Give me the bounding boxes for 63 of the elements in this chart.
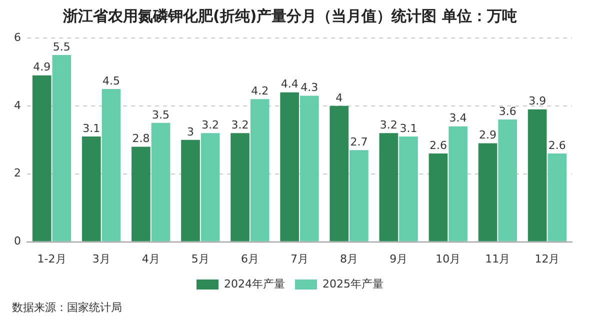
bar [102,88,121,242]
data-label: 4 [336,91,343,104]
bar [330,106,349,242]
y-tick-label: 4 [14,98,21,112]
y-tick-label: 0 [14,234,21,248]
data-label: 2.7 [350,135,368,148]
x-tick-label: 11月 [485,252,510,266]
legend-label: 2024年产量 [224,277,286,290]
bar [448,126,468,242]
bar [181,140,200,242]
data-label: 3.2 [202,118,220,132]
data-label: 3.4 [449,112,467,125]
data-label: 5.5 [52,40,70,54]
bar [478,143,498,242]
bar [379,133,398,242]
x-tick-label: 6月 [240,252,259,266]
x-tick-label: 9月 [390,252,408,266]
data-label: 2.9 [479,128,497,142]
data-label: 4.9 [33,60,51,74]
x-tick-label: 4月 [142,252,160,266]
data-label: 3.1 [400,122,418,135]
bar [250,99,270,242]
chart-title: 浙江省农用氮磷钾化肥(折纯)产量分月（当月值）统计图 单位：万吨 [62,6,517,25]
data-label: 4.4 [280,78,298,91]
data-label: 2.8 [132,132,150,146]
bar [498,120,518,242]
x-tick-label: 5月 [191,252,210,266]
bar [548,153,567,242]
bar [200,133,220,242]
bar [528,109,547,242]
data-label: 3.6 [498,104,516,118]
bar [428,153,448,242]
y-tick-label: 6 [14,30,21,44]
bar [300,96,319,242]
bar [52,54,72,242]
data-label: 4.3 [300,81,318,94]
x-tick-label: 7月 [290,252,308,266]
data-label: 3.1 [82,122,100,135]
data-label: 3.2 [231,118,249,132]
data-label: 3.5 [152,108,170,122]
x-tick-label: 10月 [436,252,461,266]
x-tick-label: 12月 [534,252,560,266]
bar [399,136,418,242]
x-tick-label: 3月 [92,252,110,266]
x-tick-label: 8月 [340,252,358,266]
bar [132,146,150,242]
data-label: 3 [187,125,194,138]
data-label: 2.6 [548,138,566,152]
x-tick-label: 1-2月 [37,252,66,266]
data-label: 4.2 [251,84,269,98]
source-note: 数据来源：国家统计局 [11,300,123,315]
bar [230,133,250,242]
data-label: 4.5 [102,74,120,88]
data-label: 3.9 [528,94,546,108]
bar [82,136,101,242]
y-tick-label: 2 [14,166,21,180]
data-label: 3.2 [380,118,398,132]
data-label: 2.6 [429,138,447,152]
bar [151,122,170,242]
bar [350,150,368,242]
bar [280,92,300,242]
legend-label: 2025年产量 [322,277,384,290]
bar [32,75,52,242]
